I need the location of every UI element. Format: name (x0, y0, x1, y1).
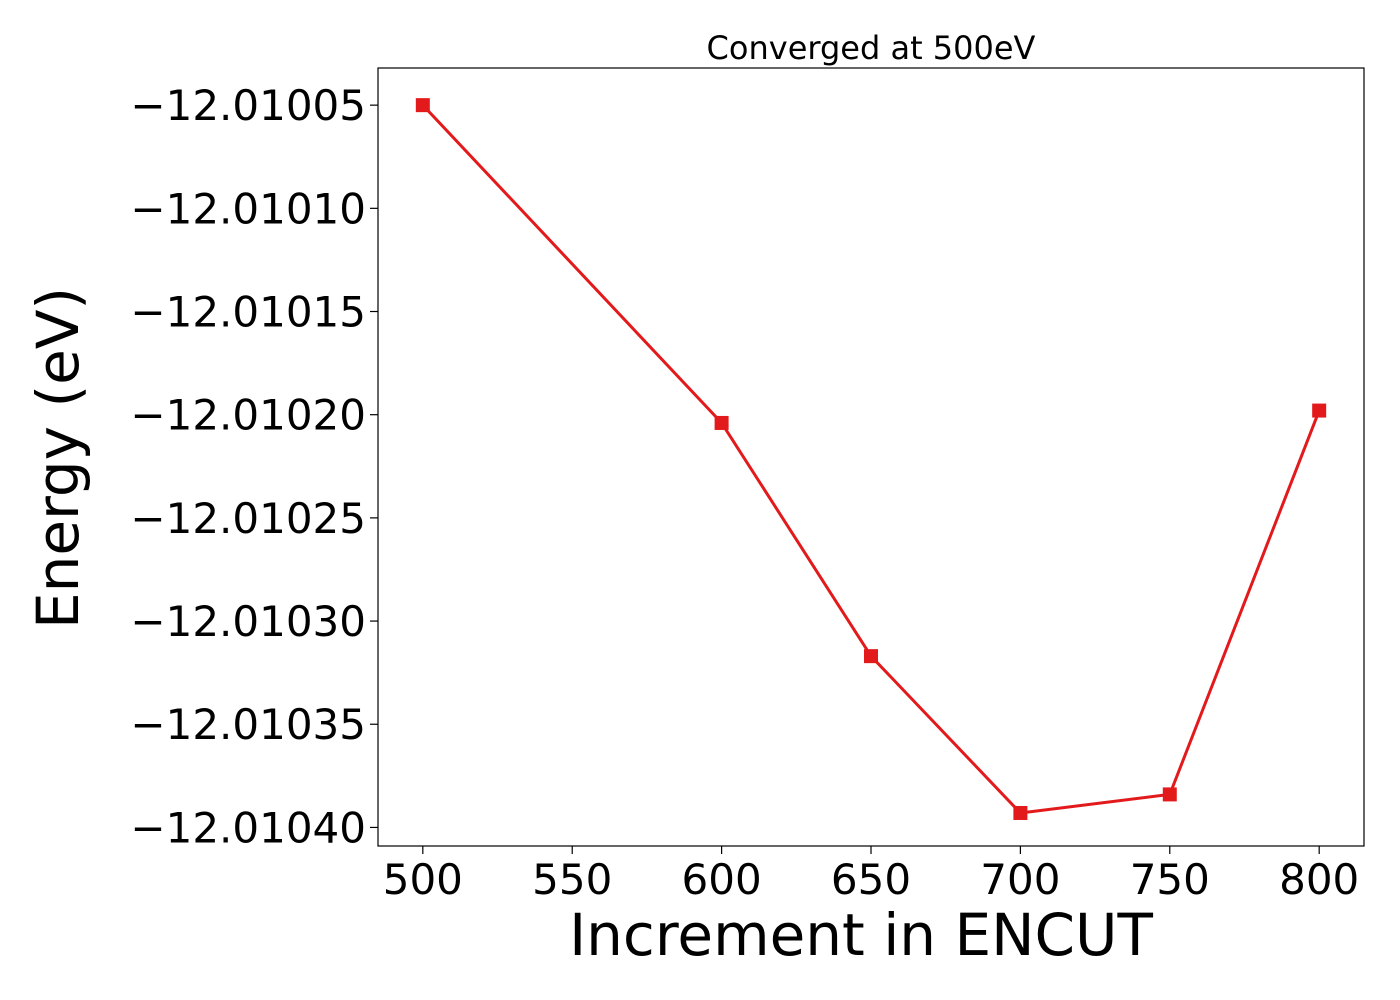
series-line (421, 104, 1321, 815)
y-tick-label: −12.01035 (130, 700, 366, 749)
y-tick-label: −12.01025 (130, 494, 366, 543)
y-tick-label: −12.01020 (130, 391, 366, 440)
data-point (415, 98, 430, 113)
data-point (1162, 787, 1177, 802)
x-tick-label: 600 (682, 855, 762, 904)
y-axis-title: Energy (eV) (24, 287, 92, 629)
data-point (1312, 403, 1327, 418)
x-tick-label: 550 (532, 855, 612, 904)
data-point (714, 415, 729, 430)
chart-title: Converged at 500eV (707, 29, 1036, 67)
y-tick-label: −12.01040 (130, 803, 366, 852)
x-tick-label: 800 (1279, 855, 1359, 904)
x-axis-title: Increment in ENCUT (569, 901, 1153, 969)
y-tick-label: −12.01010 (130, 184, 366, 233)
x-tick-label: 700 (980, 855, 1060, 904)
data-point (864, 649, 878, 664)
x-tick-label: 500 (383, 855, 463, 904)
plot-frame (377, 67, 1365, 847)
y-tick-label: −12.01030 (130, 597, 366, 646)
y-axis: −12.01005 −12.01010 −12.01015 −12.01020 −12.… (130, 81, 378, 852)
x-tick-label: 750 (1130, 855, 1210, 904)
x-tick-label: 650 (831, 855, 911, 904)
x-axis: 500 550 600 650 700 750 800 (383, 846, 1359, 904)
y-tick-label: −12.01005 (130, 81, 366, 130)
series-layer (415, 98, 1327, 820)
y-tick-label: −12.01015 (130, 288, 366, 337)
data-point (1013, 805, 1028, 820)
